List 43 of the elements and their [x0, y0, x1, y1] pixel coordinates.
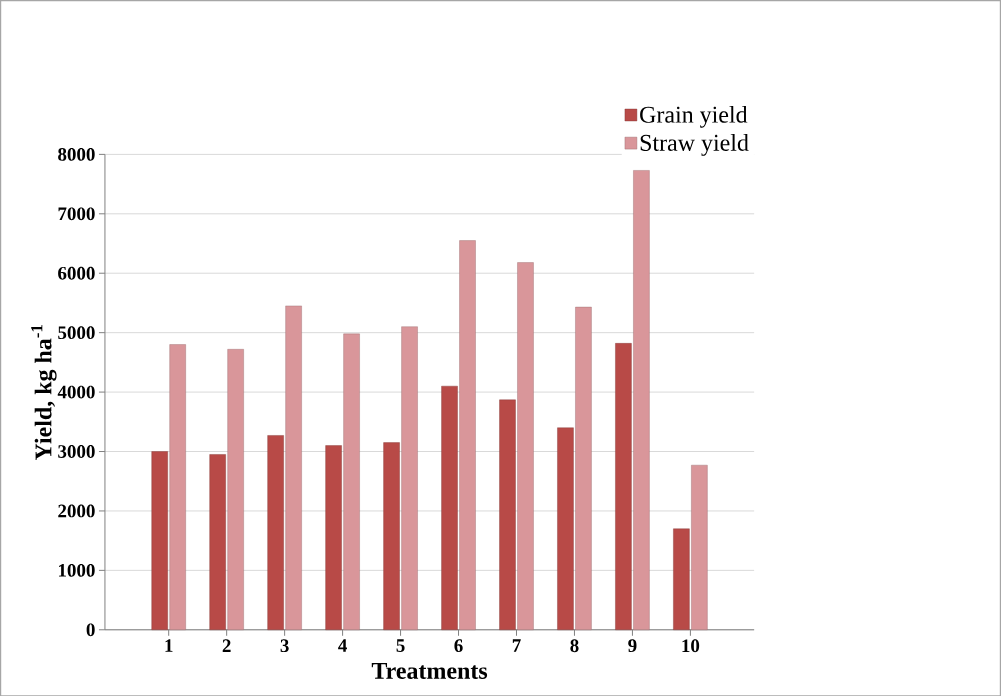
x-tick-label: 5 [396, 639, 405, 652]
x-tick-label: 9 [628, 639, 637, 652]
bar [691, 464, 708, 630]
y-tick-label: 4000 [57, 385, 95, 399]
y-tick-label: 5000 [58, 326, 95, 339]
x-axis-title: Treatments [371, 662, 488, 679]
bar [267, 435, 284, 630]
y-tick-label: 0 [86, 623, 95, 637]
bar [151, 451, 168, 630]
bar [169, 344, 186, 630]
bar [325, 445, 342, 630]
x-tick-label: 4 [338, 639, 347, 652]
bar [401, 326, 418, 630]
legend-label: Grain yield [640, 105, 748, 128]
y-tick-label: 6000 [58, 266, 95, 280]
x-tick-label: 7 [512, 639, 521, 652]
x-tick-label: 3 [280, 639, 289, 652]
x-tick-label: 8 [570, 639, 579, 652]
y-tick-label: 7000 [58, 207, 95, 221]
x-tick-label: 10 [682, 639, 700, 652]
bar [441, 385, 458, 630]
x-tick-label: 1 [165, 639, 173, 652]
y-tick-label: 3000 [58, 444, 95, 458]
y-tick-label: 8000 [58, 147, 95, 161]
y-tick-label: 1000 [58, 563, 95, 577]
x-tick-label: 6 [454, 639, 463, 652]
bar [673, 528, 690, 630]
y-tick-label: 2000 [58, 504, 95, 518]
bar [499, 399, 516, 630]
bar [227, 348, 244, 630]
bar [557, 427, 574, 630]
bar [517, 262, 534, 630]
bar [633, 170, 650, 630]
bar [209, 454, 226, 630]
legend-label: Straw yield [640, 133, 749, 156]
bar [615, 342, 632, 630]
bar [383, 442, 400, 630]
bar [575, 306, 592, 630]
y-axis-title: Yield, kg ha$^{-1}$ [31, 324, 57, 460]
bar [285, 305, 302, 630]
bar [343, 333, 360, 630]
x-tick-label: 2 [222, 639, 231, 652]
bar [459, 240, 476, 630]
